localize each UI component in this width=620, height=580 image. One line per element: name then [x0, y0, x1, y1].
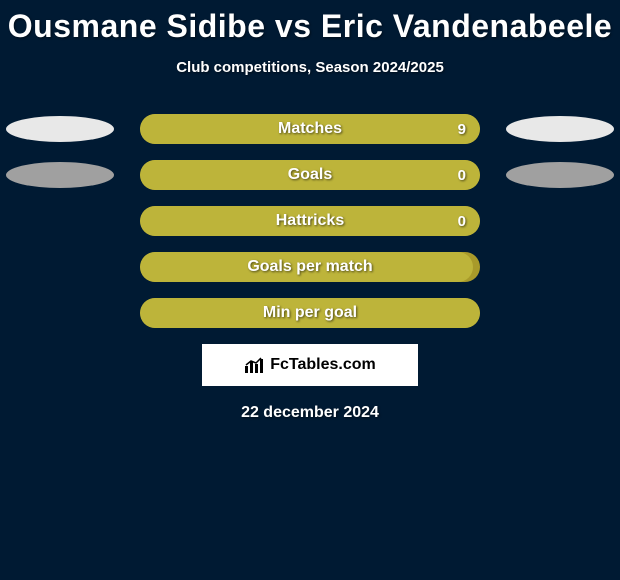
stat-row: Goals0 — [0, 160, 620, 190]
stat-bar: Hattricks0 — [140, 206, 480, 236]
stat-label: Min per goal — [140, 298, 480, 328]
stat-label: Matches — [140, 114, 480, 144]
brand-text: FcTables.com — [270, 356, 376, 374]
stat-bar: Goals0 — [140, 160, 480, 190]
stat-row: Min per goal — [0, 298, 620, 328]
stat-row: Matches9 — [0, 114, 620, 144]
player-ellipse-left — [6, 162, 114, 188]
stat-value: 0 — [458, 206, 466, 236]
stat-row: Hattricks0 — [0, 206, 620, 236]
stat-bar: Goals per match — [140, 252, 480, 282]
stat-row: Goals per match — [0, 252, 620, 282]
stat-label: Hattricks — [140, 206, 480, 236]
stat-bar: Matches9 — [140, 114, 480, 144]
stat-label: Goals — [140, 160, 480, 190]
stat-value: 0 — [458, 160, 466, 190]
subtitle: Club competitions, Season 2024/2025 — [0, 59, 620, 76]
stat-label: Goals per match — [140, 252, 480, 282]
stat-value: 9 — [458, 114, 466, 144]
stats-container: Matches9Goals0Hattricks0Goals per matchM… — [0, 114, 620, 328]
player-ellipse-left — [6, 116, 114, 142]
page-title: Ousmane Sidibe vs Eric Vandenabeele — [0, 0, 620, 45]
stat-bar: Min per goal — [140, 298, 480, 328]
player-ellipse-right — [506, 116, 614, 142]
player-ellipse-right — [506, 162, 614, 188]
brand-badge: FcTables.com — [202, 344, 418, 386]
chart-icon — [244, 356, 266, 374]
date-label: 22 december 2024 — [0, 404, 620, 422]
